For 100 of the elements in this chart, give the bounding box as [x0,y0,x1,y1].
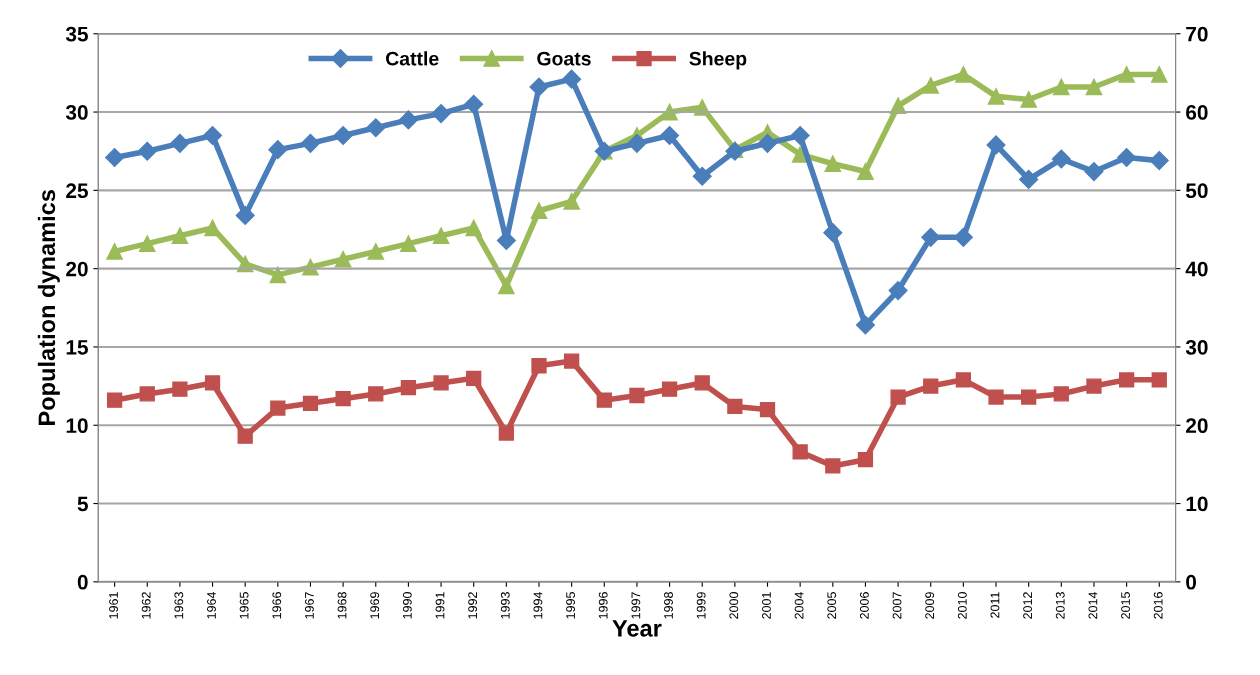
x-tick-label: 2013 [1055,592,1065,619]
x-tick-label: 2007 [892,592,902,619]
point [857,452,874,468]
x-tick-label: 2005 [827,592,837,619]
x-tick-label: 1962 [141,592,151,619]
point [1053,386,1069,402]
x-tick-label: 1963 [174,592,184,619]
point [171,227,189,245]
point [727,398,743,415]
point [270,400,286,416]
y-tick-label: 15 [66,340,88,355]
x-tick-label: 2009 [925,592,935,619]
point [955,66,972,83]
x-tick-label: 2010 [957,592,967,619]
x-tick-label: 1964 [207,591,216,619]
point [1149,151,1169,171]
y-tick-label: 20 [66,261,88,277]
point [562,69,582,89]
x-tick-label: 2000 [729,592,739,619]
point [105,147,125,167]
point [302,395,319,411]
point [269,266,287,284]
point [1085,78,1103,96]
y2-tick-label: 20 [1186,418,1208,433]
x-tick-label: 1998 [664,592,673,619]
y2-tick-label: 60 [1186,105,1208,120]
point [955,372,972,388]
point [498,277,515,295]
point [563,353,580,369]
point [857,163,874,180]
point [531,358,547,374]
point [335,390,351,407]
point [465,219,483,237]
point [1150,66,1168,83]
point [759,401,776,418]
point [300,133,321,153]
point [1117,147,1137,167]
point [137,141,157,161]
point [139,386,155,402]
y-tick-label: 5 [77,496,88,512]
y-tick-label: 35 [65,26,88,42]
point [466,370,482,386]
y2-tick-label: 30 [1185,339,1208,355]
point [237,428,253,444]
point [498,425,514,441]
x-tick-label: 1990 [402,592,412,619]
point [1021,389,1037,405]
x-tick-label: 1999 [696,592,706,619]
point [204,219,221,237]
point [529,77,549,97]
point [138,235,156,252]
x-tick-label: 2001 [762,592,771,619]
point [627,133,647,153]
point [433,375,449,391]
point [1118,66,1135,83]
point [368,386,384,402]
x-tick-label: 1992 [468,592,478,619]
y-axis-title: Population dynamics [37,190,60,425]
point [170,133,190,153]
point [1086,378,1102,394]
point [172,381,188,397]
point [888,281,908,301]
legend-label: Cattle [385,51,439,66]
x-tick-label: 1997 [631,592,641,619]
point [791,145,809,163]
x-tick-label: 2012 [1023,592,1033,619]
point [268,140,288,160]
point [824,155,842,173]
point [563,192,580,210]
y-tick-label: 25 [66,183,88,199]
y2-tick-label: 50 [1185,183,1208,199]
point [661,381,678,397]
point [890,389,906,405]
point [204,375,221,391]
point [106,392,123,408]
point [334,250,352,268]
point [1084,162,1104,182]
x-tick-label: 1961 [109,592,118,619]
point [855,315,875,335]
x-tick-label: 1967 [304,592,314,619]
x-tick-label: 1995 [566,592,575,619]
x-tick-label: 2011 [990,592,1000,618]
point [987,88,1005,105]
x-tick-label: 2016 [1153,592,1163,619]
x-tick-label: 1994 [533,591,543,619]
point [106,243,123,260]
y2-tick-label: 0 [1186,574,1197,590]
x-tick-label: 1993 [500,592,510,619]
x-tick-label: 1969 [370,592,380,619]
point [1019,169,1039,189]
y2-tick-label: 10 [1186,496,1208,512]
point [1151,372,1167,388]
point [692,166,712,186]
point [530,202,548,220]
x-tick-label: 1968 [337,592,347,619]
point [400,235,417,252]
point [922,77,940,94]
point [464,94,484,114]
point [757,133,778,153]
point [367,243,385,260]
